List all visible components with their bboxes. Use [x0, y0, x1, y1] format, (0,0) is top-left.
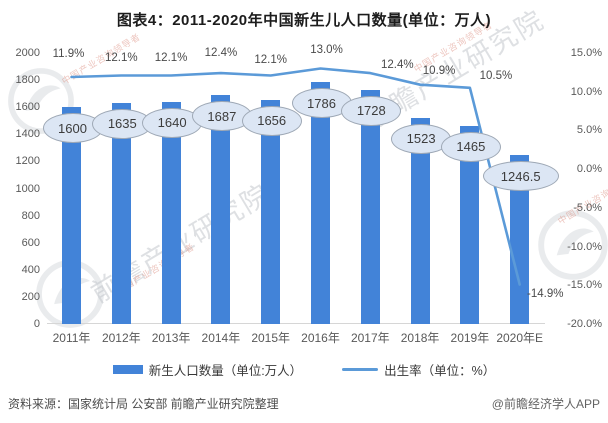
chart-title: 图表4：2011-2020年中国新生儿人口数量(单位：万人)	[116, 12, 492, 29]
y-axis-tick-right: 15.0%	[570, 47, 602, 59]
y-axis-tick-right: -10.0%	[567, 240, 602, 253]
legend-item-birth-rate: 出生率（单位：%）	[342, 360, 495, 379]
population-bar	[410, 117, 430, 324]
y-axis-tick-left: 1600	[15, 101, 40, 114]
legend-item-population: 新生人口数量（单位:万人）	[112, 360, 303, 379]
app-credit: @前瞻经济学人APP	[491, 397, 600, 411]
x-axis-label: 2012年	[101, 331, 141, 345]
birth-rate-label: 12.1%	[104, 52, 138, 64]
bar-value-bubble: 1600	[42, 113, 103, 144]
population-bar	[460, 125, 480, 324]
bar-value-bubble: 1246.5	[482, 161, 559, 192]
y-axis-tick-left: 1000	[15, 182, 40, 195]
population-bar	[211, 95, 231, 324]
birth-rate-label: 12.4%	[204, 47, 238, 59]
y-axis-tick-right: -15.0%	[567, 279, 602, 292]
legend-label-birth-rate: 出生率（单位：%）	[384, 364, 496, 378]
x-axis-label: 2016年	[301, 331, 340, 345]
y-axis-tick-right: 10.0%	[570, 85, 602, 98]
birth-rate-label: 12.4%	[380, 59, 414, 71]
population-bar	[161, 101, 181, 324]
bar-value-bubble: 1786	[291, 88, 352, 118]
legend: 新生人口数量（单位:万人） 出生率（单位：%）	[0, 360, 608, 379]
y-axis-tick-left: 1400	[15, 128, 40, 141]
birth-rate-polyline	[70, 67, 522, 286]
x-axis-label: 2020年E	[496, 331, 544, 345]
birth-rate-label: 11.9%	[52, 48, 85, 60]
birth-rate-label: 10.5%	[479, 70, 513, 82]
population-bar	[360, 89, 380, 324]
population-bar	[261, 99, 281, 324]
y-axis-tick-left: 2000	[15, 47, 40, 59]
y-axis-tick-left: 200	[21, 290, 40, 303]
x-axis-label: 2013年	[151, 331, 191, 345]
x-axis-label: 2015年	[251, 331, 291, 345]
x-axis-baseline	[47, 323, 545, 324]
bar-series-swatch	[112, 365, 143, 374]
birth-rate-label: -14.9%	[527, 288, 564, 300]
source-note: 资料来源：国家统计局 公安部 前瞻产业研究院整理	[8, 397, 279, 411]
y-axis-tick-left: 1800	[15, 74, 40, 87]
birth-rate-label: 13.0%	[310, 44, 343, 56]
birth-rate-label: 12.1%	[154, 52, 188, 64]
bar-value-bubble: 1465	[440, 131, 501, 162]
x-axis-label: 2018年	[400, 331, 440, 345]
population-bar	[311, 82, 330, 324]
bar-value-bubble: 1656	[241, 105, 302, 136]
y-axis-tick-left: 800	[21, 209, 40, 222]
population-bar	[111, 102, 131, 324]
y-axis-tick-right: 5.0%	[576, 124, 602, 137]
population-bar	[62, 107, 81, 324]
y-axis-tick-left: 0	[33, 318, 40, 330]
y-axis-tick-left: 1200	[15, 155, 40, 168]
birth-rate-label: 12.1%	[254, 54, 287, 66]
population-bar	[510, 155, 530, 324]
y-axis-tick-right: 0.0%	[576, 163, 602, 176]
y-axis-tick-left: 400	[21, 263, 40, 276]
line-series-swatch	[342, 368, 379, 371]
birth-rate-label: 10.9%	[422, 65, 456, 77]
footer: 资料来源：国家统计局 公安部 前瞻产业研究院整理 @前瞻经济学人APP	[0, 395, 608, 412]
x-axis-label: 2014年	[201, 331, 241, 345]
y-axis-tick-right: -5.0%	[573, 201, 602, 214]
y-axis-tick-left: 600	[21, 236, 40, 249]
legend-label-population: 新生人口数量（单位:万人）	[148, 364, 303, 378]
x-axis-label: 2019年	[450, 331, 490, 345]
bar-value-bubble: 1728	[341, 95, 402, 126]
x-axis-label: 2017年	[350, 331, 390, 345]
x-axis-label: 2011年	[52, 331, 91, 345]
y-axis-tick-right: -20.0%	[567, 318, 602, 330]
